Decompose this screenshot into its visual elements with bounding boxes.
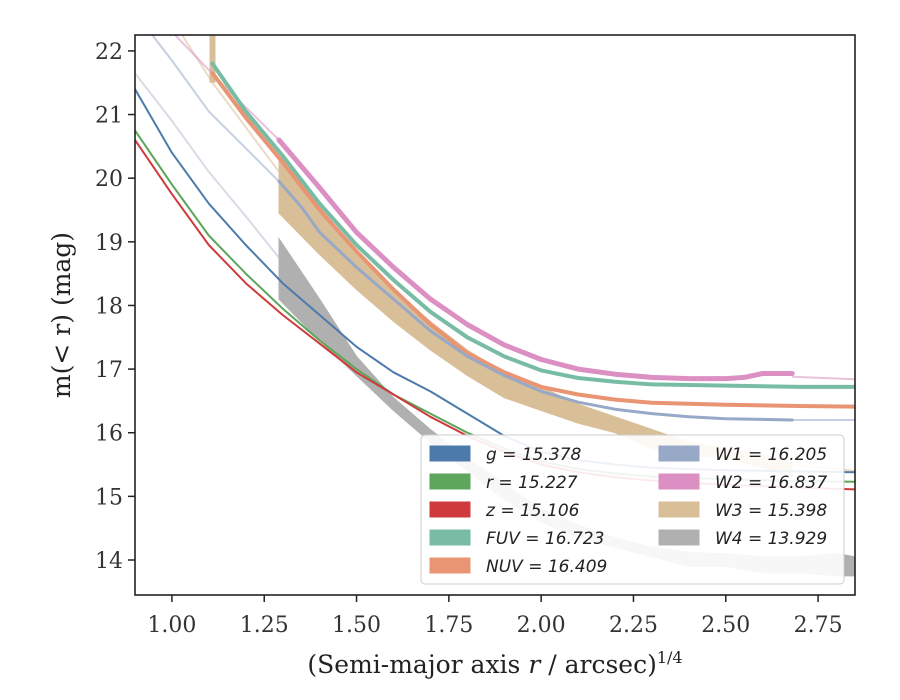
legend-label: g = 15.378	[486, 445, 582, 465]
legend-swatch	[429, 501, 471, 518]
series-w1	[277, 179, 794, 422]
legend-label: W3 = 15.398	[715, 501, 827, 521]
y-tick-label: 20	[95, 167, 123, 192]
legend-swatch	[429, 529, 471, 546]
x-tick-label: 2.00	[517, 613, 566, 638]
axis-ticks: 1.00 1.25 1.50 1.75 2.00 2.25 2.50 2.75 14 15 16 17…	[95, 40, 843, 638]
y-tick-label: 22	[95, 40, 123, 65]
x-axis-label: (Semi-major axis r / arcsec)1/4	[307, 648, 682, 679]
series-w2	[276, 137, 795, 382]
legend: g = 15.378 r = 15.227 z = 15.106 FUV = 16.7…	[420, 434, 845, 585]
x-tick-label: 2.25	[609, 613, 658, 638]
axes-frame	[134, 34, 856, 596]
faint-series-0	[150, 35, 280, 183]
x-tick-label: 2.75	[794, 613, 843, 638]
legend-swatch	[658, 473, 700, 490]
x-tick-label: 1.00	[147, 613, 196, 638]
y-tick-label: 21	[95, 104, 123, 129]
legend-swatch	[658, 445, 700, 462]
x-tick-label: 1.25	[240, 613, 289, 638]
legend-label: W4 = 13.929	[715, 529, 827, 549]
y-tick-label: 14	[95, 549, 123, 574]
y-tick-label: 16	[95, 422, 123, 447]
legend-box	[420, 434, 845, 585]
series-nuv	[210, 71, 855, 409]
y-tick-label: 19	[95, 231, 123, 256]
y-axis-label: m(< r) (mag)	[47, 232, 76, 398]
faint-series-4	[173, 35, 280, 141]
y-tick-label: 17	[95, 358, 123, 383]
x-tick-label: 1.50	[332, 613, 381, 638]
series-fuv	[210, 61, 855, 389]
x-tick-label: 1.75	[424, 613, 473, 638]
faint-series-2	[180, 35, 280, 173]
legend-swatch	[429, 557, 471, 574]
legend-label: W1 = 16.205	[715, 445, 827, 465]
legend-swatch	[658, 501, 700, 518]
legend-label: W2 = 16.837	[715, 473, 827, 493]
legend-label: NUV = 16.409	[486, 557, 607, 577]
legend-swatch	[429, 445, 471, 462]
y-tick-label: 15	[95, 485, 123, 510]
legend-label: z = 15.106	[485, 501, 580, 521]
legend-label: r = 15.227	[486, 473, 578, 493]
x-tick-label: 2.50	[701, 613, 750, 638]
legend-swatch	[658, 529, 700, 546]
legend-swatch	[429, 473, 471, 490]
y-tick-label: 18	[95, 294, 123, 319]
faint-series-5	[792, 375, 855, 381]
legend-label: FUV = 16.723	[486, 529, 604, 549]
faint-series-7	[135, 72, 280, 259]
